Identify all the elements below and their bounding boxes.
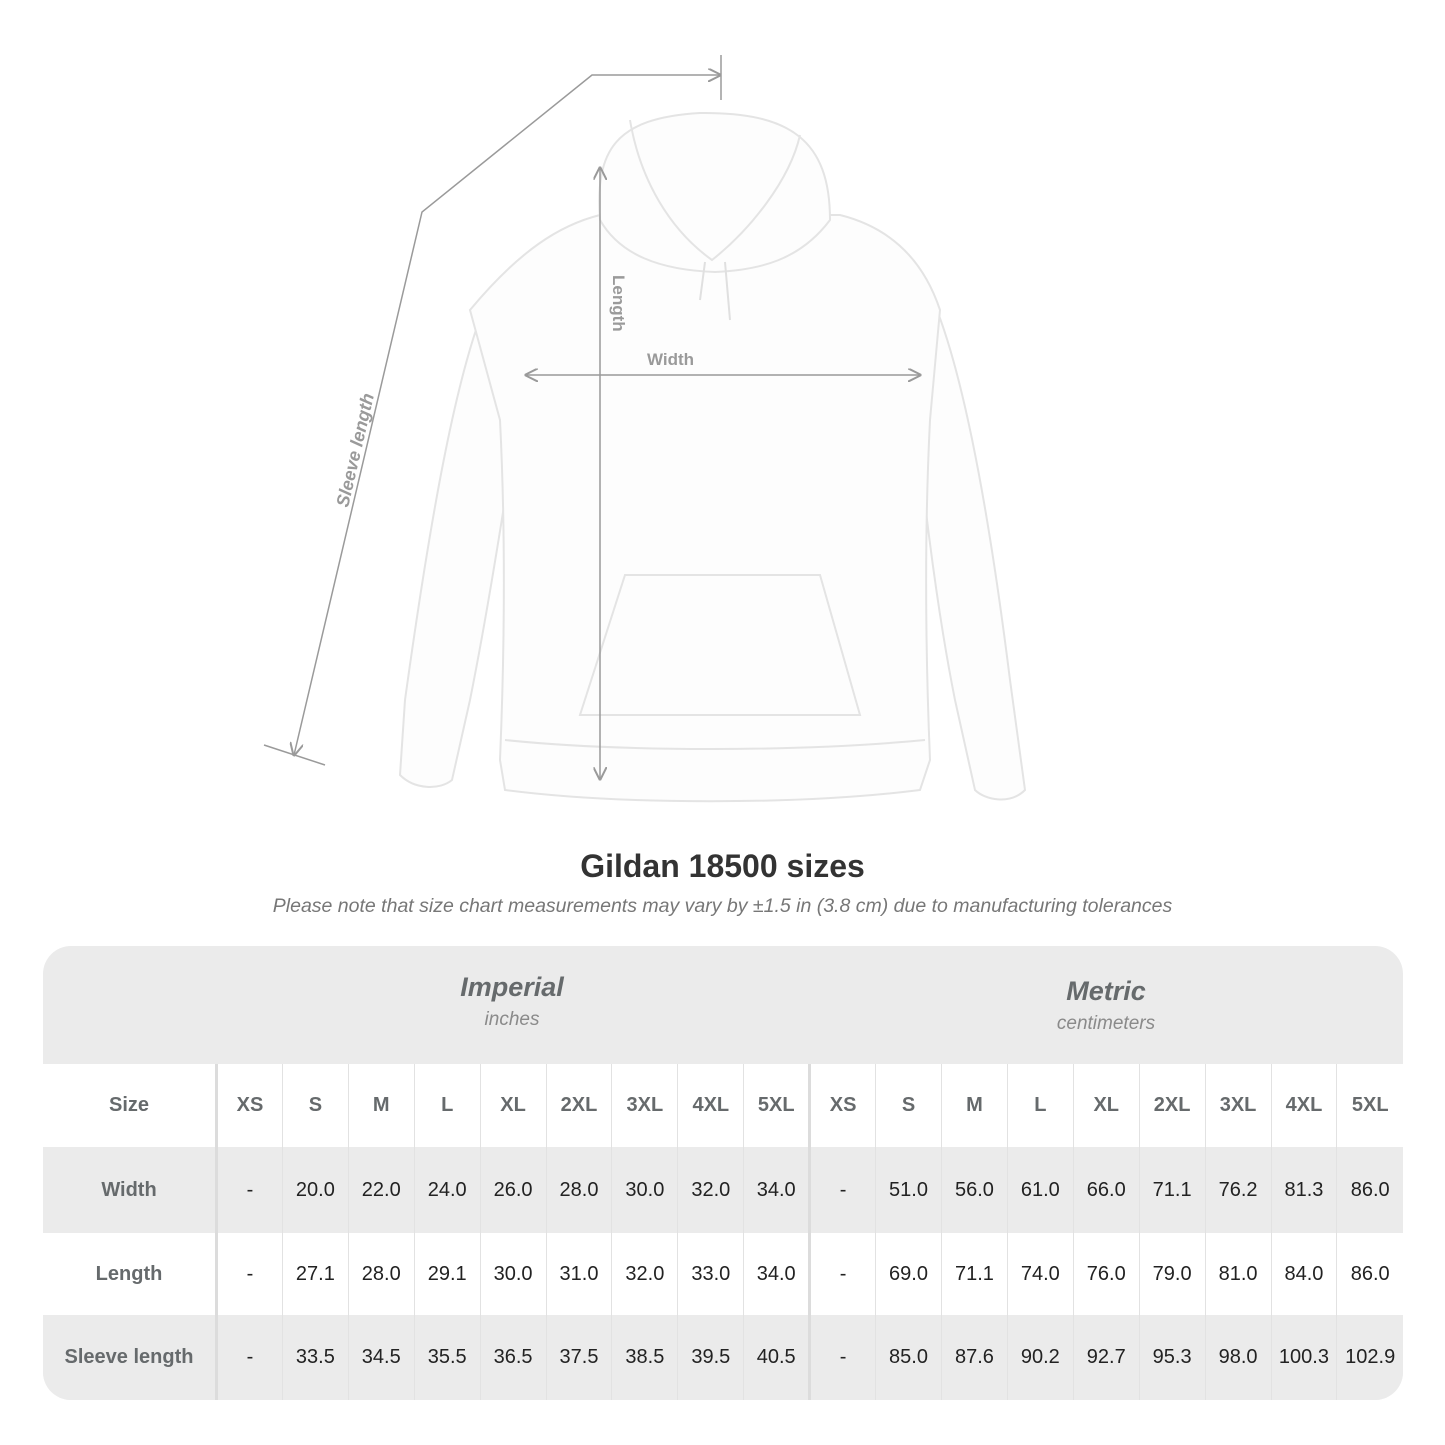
- imperial-cell: 27.1: [281, 1233, 349, 1315]
- imperial-cell: 30.0: [611, 1147, 678, 1233]
- metric-cell: 56.0: [940, 1147, 1008, 1233]
- imperial-size-L: L: [413, 1064, 481, 1147]
- imperial-size-M: M: [347, 1064, 415, 1147]
- size-grid: Size XS S M L XL 2XL 3XL 4XL 5XL XS S M L XL 2XL 3XL 4XL 5…: [43, 1064, 1403, 1400]
- imperial-cell: 29.1: [413, 1233, 481, 1315]
- imperial-cell: 20.0: [281, 1147, 349, 1233]
- imperial-cell: 30.0: [479, 1233, 547, 1315]
- metric-header: Metric centimeters: [809, 946, 1403, 1064]
- metric-cell: 51.0: [875, 1147, 942, 1233]
- metric-cell: 61.0: [1006, 1147, 1074, 1233]
- metric-cell: 86.0: [1336, 1147, 1403, 1233]
- metric-cell: -: [808, 1315, 876, 1400]
- row-label: Length: [43, 1233, 218, 1315]
- imperial-cell: 24.0: [413, 1147, 481, 1233]
- sleeve-length-label: Sleeve length: [332, 391, 378, 509]
- imperial-cell: 40.5: [743, 1315, 810, 1400]
- imperial-cell: 26.0: [479, 1147, 547, 1233]
- metric-cell: 71.1: [1138, 1147, 1206, 1233]
- imperial-cell: 38.5: [611, 1315, 678, 1400]
- imperial-cell: 34.0: [743, 1147, 810, 1233]
- metric-cell: 92.7: [1072, 1315, 1140, 1400]
- metric-cell: 74.0: [1006, 1233, 1074, 1315]
- metric-title: Metric: [1066, 976, 1146, 1006]
- metric-size-L: L: [1006, 1064, 1074, 1147]
- metric-size-4XL: 4XL: [1270, 1064, 1337, 1147]
- imperial-cell: 33.5: [281, 1315, 349, 1400]
- imperial-cell: 22.0: [347, 1147, 415, 1233]
- imperial-cell: 34.0: [743, 1233, 810, 1315]
- imperial-cell: -: [216, 1233, 283, 1315]
- imperial-cell: -: [216, 1315, 283, 1400]
- imperial-title: Imperial: [460, 972, 564, 1002]
- imperial-size-S: S: [281, 1064, 349, 1147]
- imperial-cell: 32.0: [611, 1233, 678, 1315]
- metric-cell: 76.2: [1204, 1147, 1271, 1233]
- table-row: Length -27.1 28.0 29.1 30.0 31.0 32.0 33.0 34.0-…: [43, 1233, 1403, 1315]
- metric-cell: 76.0: [1072, 1233, 1140, 1315]
- metric-cell: 100.3: [1270, 1315, 1337, 1400]
- metric-size-5XL: 5XL: [1336, 1064, 1403, 1147]
- metric-unit: centimeters: [1056, 1013, 1156, 1034]
- metric-size-M: M: [940, 1064, 1008, 1147]
- metric-size-2XL: 2XL: [1138, 1064, 1206, 1147]
- metric-cell: -: [808, 1147, 876, 1233]
- metric-cell: 85.0: [875, 1315, 942, 1400]
- table-row: Width -20.0 22.0 24.0 26.0 28.0 30.0 32.0 34.0-5…: [43, 1147, 1403, 1233]
- metric-cell: 71.1: [940, 1233, 1008, 1315]
- hoodie-measurement-diagram: Sleeve length Length Width: [263, 55, 1027, 803]
- imperial-cell: 33.0: [677, 1233, 744, 1315]
- metric-cell: 69.0: [875, 1233, 942, 1315]
- page-title: Gildan 18500 sizes: [580, 848, 865, 884]
- metric-cell: 102.9: [1336, 1315, 1403, 1400]
- metric-size-XS: XS: [808, 1064, 876, 1147]
- length-label: Length: [609, 275, 628, 332]
- imperial-cell: -: [216, 1147, 283, 1233]
- imperial-cell: 36.5: [479, 1315, 547, 1400]
- metric-cell: 90.2: [1006, 1315, 1074, 1400]
- metric-cell: 81.3: [1270, 1147, 1337, 1233]
- sleeve-measure-line: [263, 55, 722, 766]
- imperial-cell: 35.5: [413, 1315, 481, 1400]
- metric-cell: 66.0: [1072, 1147, 1140, 1233]
- imperial-cell: 31.0: [545, 1233, 612, 1315]
- imperial-cell: 32.0: [677, 1147, 744, 1233]
- metric-cell: 84.0: [1270, 1233, 1337, 1315]
- metric-cell: 86.0: [1336, 1233, 1403, 1315]
- metric-cell: 87.6: [940, 1315, 1008, 1400]
- metric-cell: 98.0: [1204, 1315, 1271, 1400]
- metric-cell: 79.0: [1138, 1233, 1206, 1315]
- size-header-row: Size XS S M L XL 2XL 3XL 4XL 5XL XS S M L XL 2XL 3XL 4XL 5…: [43, 1064, 1403, 1147]
- tolerance-note: Please note that size chart measurements…: [272, 895, 1173, 917]
- size-table: Imperial inches Metric centimeters Size X…: [43, 946, 1403, 1400]
- imperial-cell: 39.5: [677, 1315, 744, 1400]
- size-label: Size: [43, 1064, 218, 1147]
- table-row: Sleeve length -33.5 34.5 35.5 36.5 37.5 38.5 39…: [43, 1315, 1403, 1400]
- hoodie-image: [398, 111, 1027, 803]
- metric-size-XL: XL: [1072, 1064, 1140, 1147]
- row-label: Width: [43, 1147, 218, 1233]
- imperial-size-2XL: 2XL: [545, 1064, 612, 1147]
- imperial-cell: 37.5: [545, 1315, 612, 1400]
- imperial-cell: 34.5: [347, 1315, 415, 1400]
- width-label: Width: [647, 350, 694, 369]
- metric-cell: -: [808, 1233, 876, 1315]
- imperial-header: Imperial inches: [215, 946, 809, 1064]
- row-label: Sleeve length: [43, 1315, 218, 1400]
- imperial-size-XL: XL: [479, 1064, 547, 1147]
- imperial-cell: 28.0: [347, 1233, 415, 1315]
- metric-cell: 95.3: [1138, 1315, 1206, 1400]
- imperial-size-XS: XS: [216, 1064, 283, 1147]
- imperial-cell: 28.0: [545, 1147, 612, 1233]
- imperial-size-5XL: 5XL: [743, 1064, 810, 1147]
- metric-size-3XL: 3XL: [1204, 1064, 1271, 1147]
- imperial-unit: inches: [484, 1009, 540, 1030]
- metric-cell: 81.0: [1204, 1233, 1271, 1315]
- imperial-size-3XL: 3XL: [611, 1064, 678, 1147]
- imperial-size-4XL: 4XL: [677, 1064, 744, 1147]
- metric-size-S: S: [875, 1064, 942, 1147]
